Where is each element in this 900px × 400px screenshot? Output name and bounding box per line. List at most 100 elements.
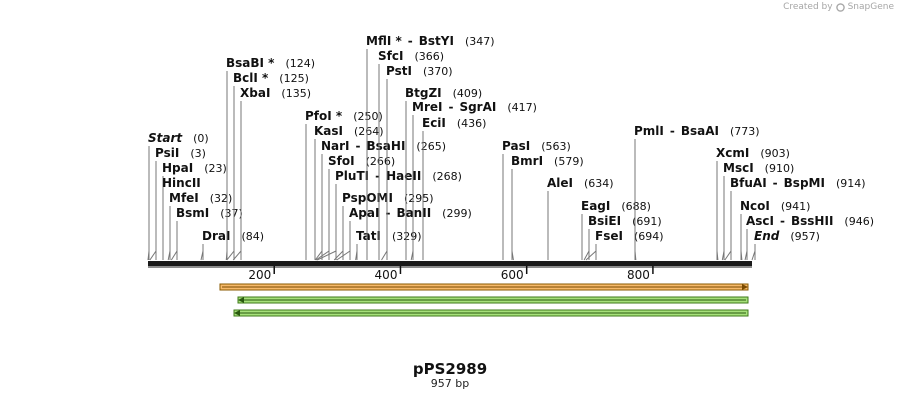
site-label-pasi[interactable]: PasI [502, 139, 530, 153]
site-separator: - [375, 169, 380, 183]
site-label-bspmi[interactable]: BspMI [784, 176, 825, 190]
credit-text: Created by [783, 2, 833, 12]
site-label-hincii[interactable]: HincII [162, 176, 201, 190]
site-separator: - [773, 176, 778, 190]
site-label-nari[interactable]: NarI [321, 139, 350, 153]
site-position-drai: (84) [241, 230, 264, 243]
site-leader-cut-pspomi [333, 250, 344, 261]
site-position-hpai: (23) [204, 162, 227, 175]
site-label-bcli[interactable]: BclI * [233, 71, 269, 85]
site-separator: - [385, 206, 390, 220]
feature-1[interactable] [219, 283, 749, 291]
snapgene-logo-icon [835, 2, 845, 12]
site-position-msci: (910) [765, 162, 795, 175]
site-label-tati[interactable]: TatI [356, 229, 381, 243]
site-label-bfuai[interactable]: BfuAI [730, 176, 767, 190]
site-label-bsshii[interactable]: BssHII [791, 214, 833, 228]
site-leader-cut-start [147, 250, 150, 261]
site-label-hpai[interactable]: HpaI [162, 161, 193, 175]
feature-2[interactable] [237, 296, 749, 304]
plasmid-length: 957 bp [430, 377, 470, 390]
site-position-kasi: (264) [354, 125, 384, 138]
plasmid-name: pPS2989 [412, 360, 488, 378]
site-position-mrei: (417) [507, 101, 537, 114]
site-position-mfei: (32) [210, 192, 233, 205]
site-position-pspomi: (295) [404, 192, 434, 205]
site-separator: - [670, 124, 675, 138]
site-label-xcmi[interactable]: XcmI [716, 146, 749, 160]
site-position-mfli: (347) [465, 35, 495, 48]
sequence-backbone [148, 261, 752, 266]
axis-tick-label: 400 [375, 268, 398, 282]
site-label-banii[interactable]: BanII [396, 206, 431, 220]
feature-3[interactable] [233, 309, 749, 317]
site-leader-cut-ncoi [740, 250, 743, 261]
site-label-bmri[interactable]: BmrI [511, 154, 543, 168]
site-label-ncoi[interactable]: NcoI [740, 199, 770, 213]
site-label-pfoi[interactable]: PfoI * [305, 109, 343, 123]
site-label-bsabi[interactable]: BsaBI * [226, 56, 275, 70]
site-leader-cut-psii [149, 250, 157, 261]
site-position-sfoi: (266) [366, 155, 396, 168]
site-label-ecii[interactable]: EciI [422, 116, 446, 130]
site-label-mfei[interactable]: MfeI [169, 191, 199, 205]
site-label-mfli[interactable]: MflI * [366, 34, 402, 48]
site-separator: - [448, 100, 453, 114]
site-label-eagi[interactable]: EagI [581, 199, 610, 213]
site-label-drai[interactable]: DraI [202, 229, 230, 243]
site-position-nari: (265) [416, 140, 446, 153]
site-label-sfci[interactable]: SfcI [378, 49, 403, 63]
site-leader-cut-bsabi [225, 250, 228, 261]
site-label-msci[interactable]: MscI [723, 161, 754, 175]
site-label-kasi[interactable]: KasI [314, 124, 343, 138]
site-separator: - [780, 214, 785, 228]
site-leader-cut-sfoi [315, 250, 330, 261]
site-label-sgrai[interactable]: SgrAI [459, 100, 496, 114]
site-position-psii: (3) [190, 147, 206, 160]
site-label-pmli[interactable]: PmlI [634, 124, 664, 138]
site-label-end[interactable]: End [754, 229, 780, 243]
site-label-bsmi[interactable]: BsmI [176, 206, 209, 220]
site-leader-cut-pmli [634, 250, 637, 261]
axis-tick-label: 200 [248, 268, 271, 282]
site-label-psti[interactable]: PstI [386, 64, 412, 78]
credit-brand: SnapGene [847, 2, 894, 12]
site-separator: - [356, 139, 361, 153]
site-leader-cut-bsiei [583, 250, 590, 261]
site-position-xcmi: (903) [760, 147, 790, 160]
site-label-alei[interactable]: AleI [547, 176, 573, 190]
site-position-pfoi: (250) [353, 110, 383, 123]
site-label-fsei[interactable]: FseI [595, 229, 623, 243]
site-label-btgzi[interactable]: BtgZI [405, 86, 442, 100]
site-position-eagi: (688) [621, 200, 651, 213]
site-label-bstyi[interactable]: BstYI [419, 34, 454, 48]
site-label-start[interactable]: Start [148, 131, 183, 145]
site-label-mrei[interactable]: MreI [412, 100, 442, 114]
site-position-tati: (329) [392, 230, 422, 243]
site-leader-cut-xcmi [716, 250, 719, 261]
site-label-bsaai[interactable]: BsaAI [681, 124, 719, 138]
site-label-haeii[interactable]: HaeII [386, 169, 421, 183]
site-label-psii[interactable]: PsiI [155, 146, 179, 160]
site-leader-cut-bmri [511, 250, 514, 261]
site-position-alei: (634) [584, 177, 614, 190]
site-position-bsabi: (124) [285, 57, 315, 70]
axis-tick-label: 600 [501, 268, 524, 282]
site-leader-cut-msci [721, 250, 725, 261]
site-label-apai[interactable]: ApaI [349, 206, 379, 220]
site-label-xbai[interactable]: XbaI [240, 86, 270, 100]
site-leader-cut-apai [336, 250, 351, 261]
site-position-pluti: (268) [432, 170, 462, 183]
site-label-pluti[interactable]: PluTI [335, 169, 369, 183]
snapgene-credit: Created by SnapGene [783, 2, 894, 12]
site-leader-cut-end [751, 250, 756, 261]
site-position-sfci: (366) [414, 50, 444, 63]
site-leader-cut-tati [355, 250, 358, 261]
site-position-ecii: (436) [457, 117, 487, 130]
site-label-asci[interactable]: AscI [746, 214, 774, 228]
site-label-sfoi[interactable]: SfoI [328, 154, 355, 168]
site-label-bsiei[interactable]: BsiEI [588, 214, 621, 228]
site-label-bsahi[interactable]: BsaHI [367, 139, 406, 153]
site-position-btgzi: (409) [453, 87, 483, 100]
